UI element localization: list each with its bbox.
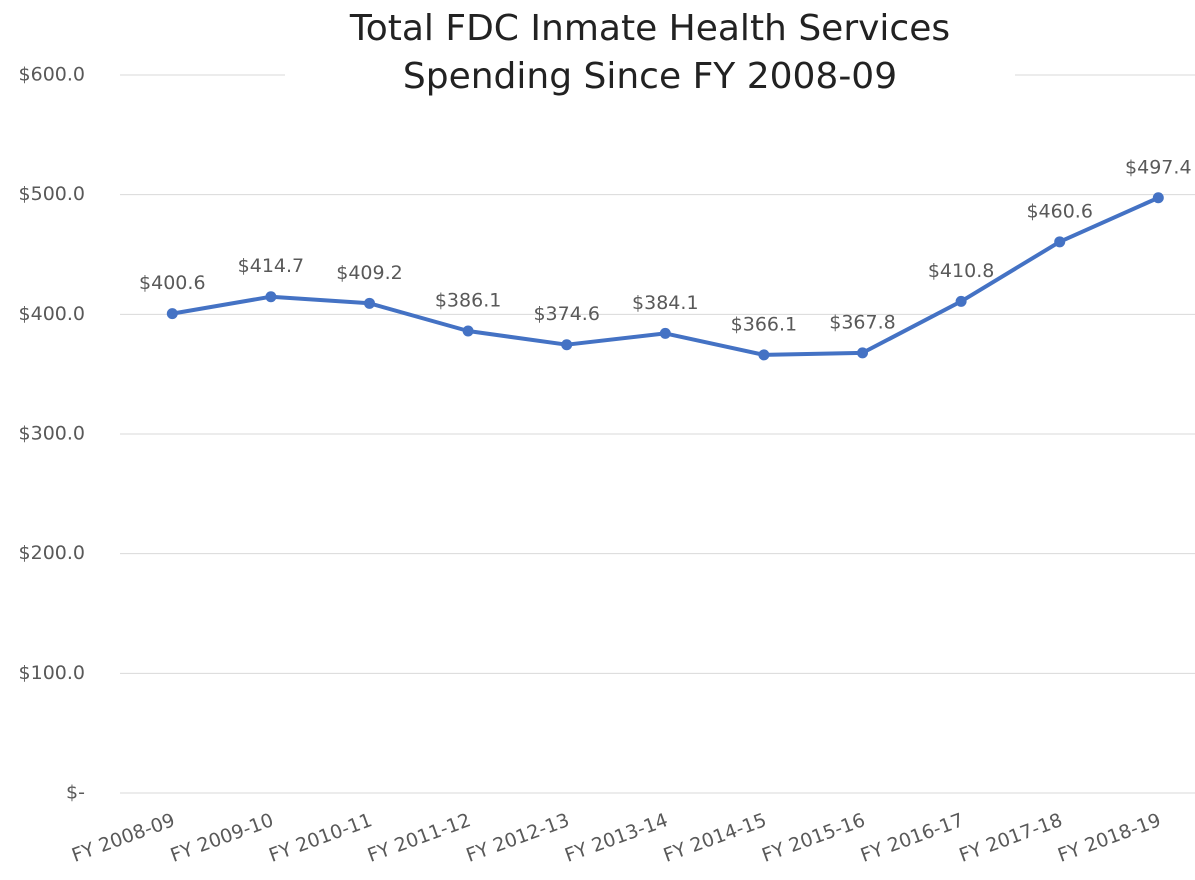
chart-title: Spending Since FY 2008-09 — [403, 56, 897, 97]
value-label: $374.6 — [533, 303, 599, 325]
x-tick-label: FY 2018-19 — [1055, 809, 1164, 867]
point — [265, 291, 277, 303]
x-tick-label: FY 2012-13 — [463, 809, 572, 867]
value-label: $460.6 — [1026, 200, 1092, 222]
point — [758, 349, 770, 361]
value-label: $367.8 — [829, 311, 895, 333]
x-tick-label: FY 2014-15 — [661, 809, 770, 867]
value-label: $400.6 — [139, 272, 205, 294]
value-label: $497.4 — [1125, 156, 1191, 178]
point — [857, 347, 868, 359]
y-tick-label: $300.0 — [19, 423, 85, 445]
x-tick-label: FY 2009-10 — [168, 809, 277, 867]
point — [1152, 192, 1164, 204]
value-label: $414.7 — [238, 255, 304, 277]
chart-title: Total FDC Inmate Health Services — [349, 8, 950, 49]
x-tick-label: FY 2011-12 — [365, 809, 474, 867]
value-label: $366.1 — [731, 313, 797, 335]
point — [561, 339, 573, 351]
value-label: $386.1 — [435, 289, 501, 311]
x-tick-label: FY 2010-11 — [266, 809, 375, 867]
title-backdrop — [285, 5, 1015, 105]
y-tick-label: $100.0 — [19, 662, 85, 684]
x-tick-label: FY 2013-14 — [562, 809, 671, 867]
y-tick-label: $200.0 — [19, 542, 85, 564]
y-tick-label: $500.0 — [19, 183, 85, 205]
value-label: $409.2 — [336, 262, 402, 284]
value-label: $410.8 — [928, 260, 994, 282]
point — [1054, 236, 1066, 248]
y-tick-label: $600.0 — [19, 64, 85, 86]
y-tick-label: $400.0 — [19, 303, 85, 325]
point — [659, 327, 671, 339]
point — [462, 325, 474, 337]
y-tick-label: $- — [66, 782, 85, 804]
point — [364, 297, 375, 309]
x-tick-label: FY 2015-16 — [759, 809, 868, 867]
value-label: $384.1 — [632, 292, 698, 314]
x-tick-label: FY 2017-18 — [956, 809, 1065, 867]
point — [955, 295, 967, 307]
x-tick-label: FY 2016-17 — [858, 809, 967, 867]
point — [166, 308, 178, 320]
x-tick-label: FY 2008-09 — [69, 809, 178, 867]
